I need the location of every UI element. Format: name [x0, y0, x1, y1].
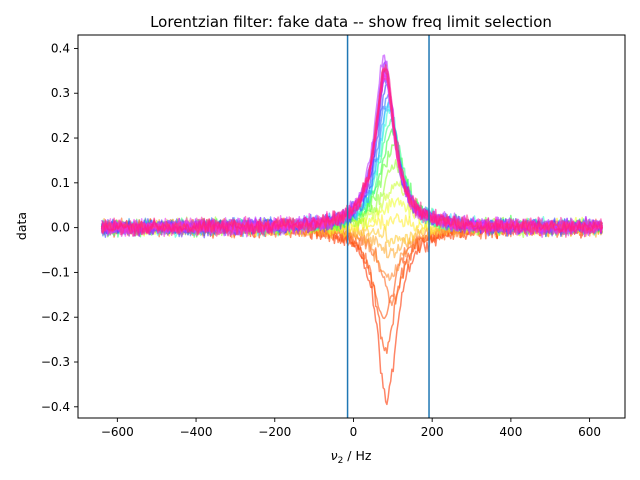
x-tick-label: −600 [101, 425, 134, 439]
x-axis-ticks: −600 −400 −200 0 200 400 600 [101, 418, 601, 439]
x-tick-label: 600 [578, 425, 601, 439]
x-tick-label: 400 [499, 425, 522, 439]
y-tick-label: −0.1 [41, 265, 70, 279]
x-tick-label: −400 [180, 425, 213, 439]
freq-limit-layer [346, 35, 430, 418]
chart-title: Lorentzian filter: fake data -- show fre… [150, 13, 552, 31]
y-tick-label: 0.1 [51, 176, 70, 190]
y-tick-label: 0.4 [51, 41, 70, 55]
y-tick-label: 0.0 [51, 221, 70, 235]
y-axis-ticks: −0.4 −0.3 −0.2 −0.1 0.0 0.1 0.2 0.3 0.4 [41, 41, 78, 414]
y-axis-label: data [14, 212, 29, 240]
plot-frame [77, 34, 626, 419]
x-axis-label: ν2 / Hz [331, 448, 372, 466]
y-tick-label: 0.3 [51, 86, 70, 100]
x-axis-label-symbol: ν [331, 448, 338, 463]
x-tick-label: 200 [421, 425, 444, 439]
x-tick-label: −200 [258, 425, 291, 439]
y-tick-label: −0.2 [41, 310, 70, 324]
series-layer [100, 54, 603, 406]
x-tick-label: 0 [350, 425, 358, 439]
x-axis-label-unit: / Hz [343, 448, 372, 463]
series-line-32 [100, 68, 603, 237]
y-tick-label: −0.4 [41, 400, 70, 414]
x-axis-label-subscript: 2 [338, 456, 344, 466]
y-tick-label: −0.3 [41, 355, 70, 369]
y-tick-label: 0.2 [51, 131, 70, 145]
